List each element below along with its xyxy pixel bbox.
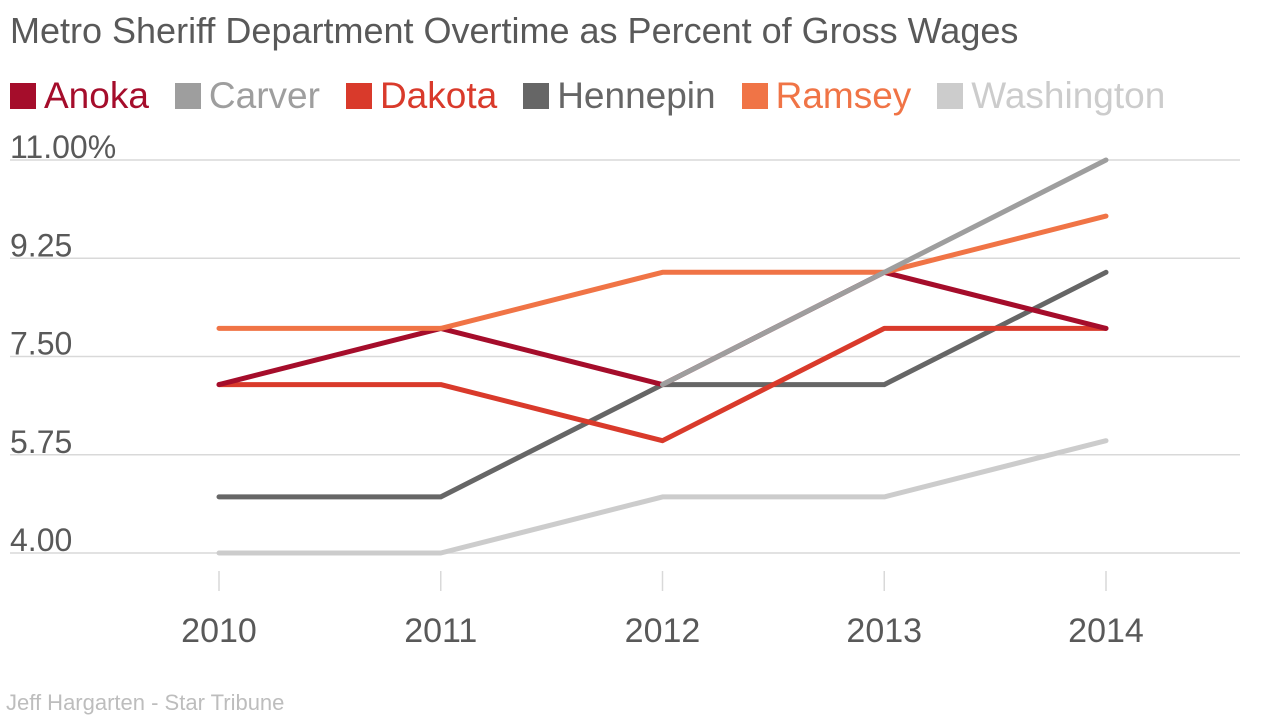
legend-item: Carver [174,75,320,116]
y-tick-label: 9.25 [10,227,72,263]
series-line-carver [660,157,1109,388]
series-line-ramsey [216,213,1109,331]
x-tick-label: 2012 [625,612,701,650]
y-tick-label: 5.75 [10,424,72,460]
legend-item: Ramsey [741,75,912,116]
legend-label: Washington [971,75,1166,116]
legend-swatch [523,83,550,109]
legend-item: Dakota [345,75,498,116]
legend-label: Dakota [379,75,498,116]
legend-item: Washington [937,76,1165,116]
series-line-washington [216,438,1109,556]
legend-swatch [10,83,36,109]
x-tick-label: 2014 [1068,612,1144,650]
series-line-dakota [216,325,1109,444]
y-tick-label: 11.00% [10,129,116,165]
gridlines [10,159,1240,554]
legend: Anoka Carver Dakota Hennepin Ramsey Washingto… [10,76,1191,116]
legend-swatch [345,83,372,109]
x-axis-ticks [218,571,1107,591]
chart-title: Metro Sheriff Department Overtime as Per… [10,10,1019,51]
legend-label: Carver [208,75,320,116]
legend-swatch [174,83,201,109]
legend-label: Anoka [44,75,149,116]
legend-swatch [937,83,964,109]
legend-label: Ramsey [775,75,912,116]
y-axis-labels: 4.00 5.75 7.50 9.25 11.00% [10,129,116,558]
x-tick-label: 2013 [846,612,922,650]
legend-swatch [741,83,768,109]
y-tick-label: 4.00 [10,522,72,558]
source-credit: Jeff Hargarten - Star Tribune [6,690,285,715]
x-tick-label: 2010 [181,612,257,650]
legend-item: Anoka [10,76,149,116]
legend-item: Hennepin [523,75,716,116]
legend-label: Hennepin [557,75,716,116]
x-tick-label: 2011 [404,612,477,650]
series-lines [216,157,1109,556]
x-axis-labels: 2010 2011 2012 2013 2014 [181,612,1144,650]
y-tick-label: 7.50 [10,326,72,362]
